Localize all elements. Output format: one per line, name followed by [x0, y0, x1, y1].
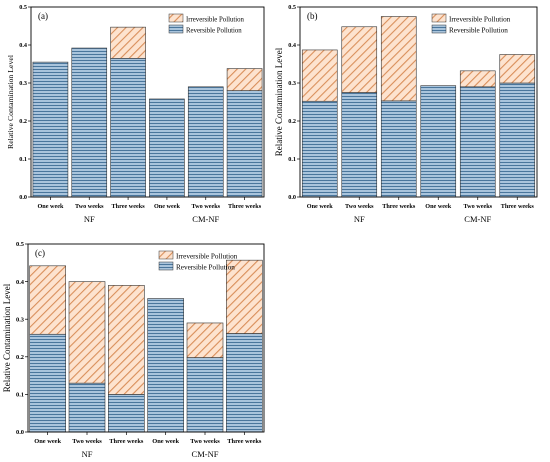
x-tick-label: Three weeks	[112, 203, 146, 210]
bar-irreversible	[110, 26, 146, 59]
bar-irreversible	[301, 49, 338, 102]
y-tick-label: 0.2	[19, 118, 27, 125]
y-tick-label: 0.2	[16, 354, 24, 361]
y-tick-label: 0.1	[16, 392, 24, 399]
bar-reversible	[149, 98, 185, 198]
y-tick-label: 0.3	[19, 80, 27, 87]
x-tick-label: Two weeks	[345, 203, 374, 210]
x-tick-label: One week	[152, 438, 179, 445]
group-label: CM-NF	[464, 214, 491, 224]
bar-irreversible	[459, 70, 496, 88]
y-tick-label: 0.4	[288, 42, 296, 49]
bar-reversible	[108, 394, 145, 433]
bar-reversible	[32, 61, 69, 198]
legend-swatch-irreversible	[168, 13, 184, 23]
x-tick-label: One week	[34, 438, 61, 445]
plot-frame	[27, 243, 265, 433]
x-tick-label: Two weeks	[191, 203, 220, 210]
bar-reversible	[29, 333, 66, 433]
bar-reversible	[341, 92, 378, 198]
y-tick-label: 0.2	[288, 118, 296, 125]
bar-reversible	[187, 86, 224, 198]
y-axis-label: Relative Contamination Level	[2, 283, 12, 392]
panel-a: One week Two weeks Three weeks One week Two …	[6, 4, 265, 224]
x-tick-label: One week	[37, 203, 64, 210]
bar-reversible	[301, 100, 338, 198]
panel-b: One week Two weeks Three weeks One week Two …	[274, 4, 538, 224]
panel-label: (a)	[38, 11, 48, 21]
y-tick-label: 0.5	[19, 4, 27, 11]
legend-label: Irreversible Pollution	[186, 16, 245, 23]
panel-label: (c)	[35, 248, 45, 258]
y-axis-label: Relative Contamination Level	[6, 54, 15, 149]
group-label: CM-NF	[192, 449, 219, 459]
x-tick-label: Three weeks	[228, 203, 262, 210]
bar-irreversible	[29, 265, 66, 335]
bar-irreversible	[341, 26, 378, 93]
x-tick-label: Two weeks	[190, 438, 220, 445]
bar-irreversible	[108, 285, 145, 395]
panel-c: One week Two weeks Three weeks One week Two …	[2, 241, 265, 459]
x-tick-label: Two weeks	[463, 203, 492, 210]
x-tick-label: Three weeks	[227, 438, 262, 445]
x-tick-label: One week	[154, 203, 181, 210]
plot-frame	[30, 6, 265, 198]
legend-swatch-reversible	[431, 24, 447, 34]
x-tick-label: Three weeks	[501, 203, 535, 210]
group-label: NF	[354, 214, 365, 224]
bar-reversible	[186, 357, 224, 433]
bar-reversible	[147, 298, 184, 433]
y-tick-label: 0.0	[288, 194, 296, 201]
bar-reversible	[459, 86, 496, 198]
legend-label: Reversible Pollution	[186, 27, 242, 34]
bar-reversible	[380, 100, 417, 198]
y-tick-label: 0.1	[19, 156, 27, 163]
x-tick-label: One week	[425, 203, 452, 210]
legend-label: Irreversible Pollution	[176, 252, 238, 260]
y-tick-label: 0.0	[19, 194, 27, 201]
legend-label: Reversible Pollution	[449, 26, 508, 34]
panel-label: (b)	[307, 11, 318, 21]
bar-irreversible	[499, 54, 536, 84]
bar-irreversible	[380, 16, 417, 102]
bar-irreversible	[68, 281, 106, 384]
y-tick-label: 0.3	[288, 80, 296, 87]
group-label: NF	[82, 449, 93, 459]
y-tick-label: 0.1	[288, 156, 296, 163]
bar-reversible	[71, 47, 108, 198]
x-tick-label: Two weeks	[75, 203, 104, 210]
y-tick-label: 0.5	[288, 4, 296, 11]
x-tick-label: Two weeks	[72, 438, 102, 445]
legend-label: Irreversible Pollution	[449, 15, 511, 23]
legend-label: Reversible Pollution	[176, 263, 235, 271]
group-label: CM-NF	[192, 214, 219, 224]
bar-irreversible	[226, 259, 263, 334]
legend-swatch-reversible	[158, 261, 174, 271]
legend-swatch-reversible	[168, 24, 184, 34]
bar-reversible	[226, 333, 263, 433]
x-tick-label: Three weeks	[382, 203, 416, 210]
y-tick-label: 0.5	[16, 241, 24, 248]
group-label: NF	[84, 214, 95, 224]
legend-swatch-irreversible	[158, 250, 174, 260]
bar-reversible	[420, 85, 457, 198]
bar-reversible	[68, 382, 106, 433]
bar-irreversible	[226, 68, 263, 91]
y-tick-label: 0.4	[16, 279, 25, 286]
legend-swatch-irreversible	[431, 13, 447, 23]
bar-irreversible	[186, 322, 224, 358]
x-tick-label: One week	[307, 203, 334, 210]
y-tick-label: 0.4	[19, 42, 27, 49]
bar-reversible	[499, 82, 536, 198]
bar-reversible	[226, 90, 263, 198]
y-tick-label: 0.0	[16, 429, 24, 436]
plot-frame	[299, 6, 538, 198]
bar-reversible	[110, 57, 146, 198]
x-tick-label: Three weeks	[109, 438, 144, 445]
y-axis-label: Relative Contamination Level	[274, 47, 284, 156]
y-tick-label: 0.3	[16, 316, 24, 323]
